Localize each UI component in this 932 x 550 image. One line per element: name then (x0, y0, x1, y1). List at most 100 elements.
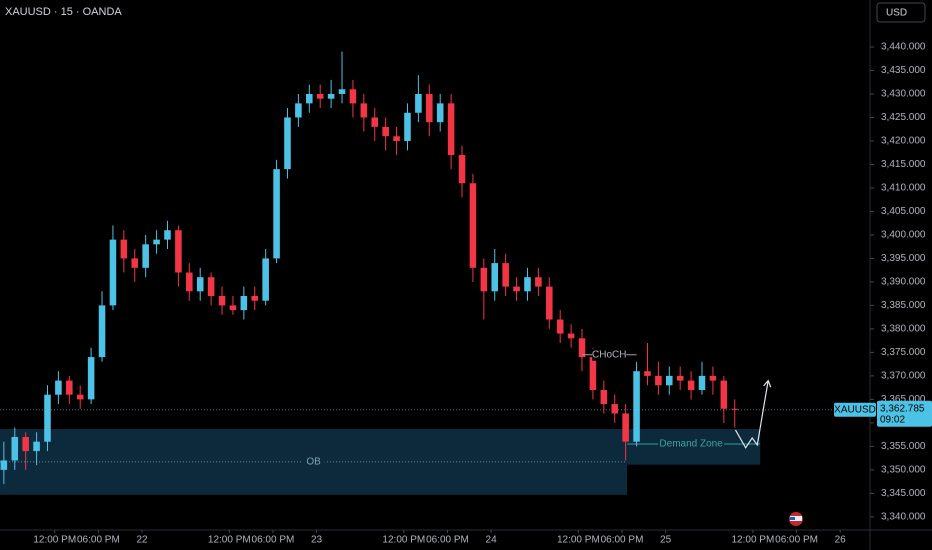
candle-body (207, 277, 215, 297)
candle-body (720, 380, 728, 409)
x-tick-label: 23 (311, 535, 323, 546)
candle-body (229, 305, 237, 311)
candle-body (109, 239, 117, 306)
candle-body (567, 333, 575, 339)
y-tick-label: 3,385.000 (881, 300, 926, 311)
candle-body (98, 305, 106, 358)
y-tick-label: 3,340.000 (881, 511, 926, 522)
y-tick-label: 3,425.000 (881, 112, 926, 123)
candle-body (426, 93, 433, 123)
plot: OB Demand Zone CHoCH (0, 51, 870, 495)
countdown: 09:02 (880, 414, 905, 425)
y-tick-label: 3,390.000 (881, 277, 926, 288)
candle-body (600, 389, 608, 405)
y-tick-label: 3,440.000 (881, 42, 926, 53)
x-tick-label: 12:00 PM (557, 535, 600, 546)
x-tick-label: 26 (835, 535, 847, 546)
candle-body (153, 239, 160, 245)
candle-body (480, 267, 488, 292)
candle-body (633, 371, 640, 442)
candle-body (404, 112, 411, 141)
y-tick-label: 3,365.000 (881, 394, 926, 405)
y-tick-label: 3,355.000 (881, 441, 926, 452)
candle-body (164, 230, 171, 240)
candle-body (295, 103, 302, 118)
candle-body (66, 380, 73, 395)
symbol-tag-bg (834, 402, 876, 417)
candle-body (240, 296, 248, 311)
candle-body (338, 89, 346, 94)
currency-button[interactable] (876, 2, 926, 23)
candle-body (262, 258, 269, 301)
candle-body (535, 277, 542, 287)
y-tick-label: 3,380.000 (881, 324, 926, 335)
y-tick-label: 3,420.000 (881, 136, 926, 147)
y-tick-label: 3,410.000 (881, 183, 926, 194)
candle-body (218, 296, 226, 306)
candle-body (55, 380, 62, 395)
candle-body (676, 375, 684, 381)
zone-label: Demand Zone (659, 439, 723, 450)
price-label-bg (877, 400, 932, 427)
zone-label-bg (658, 438, 725, 451)
candle-body (524, 277, 531, 292)
zone-label-bg (302, 455, 325, 468)
candle-body (698, 375, 706, 390)
candle-body (284, 117, 291, 170)
candle-body (709, 375, 717, 381)
y-tick-label: 3,405.000 (881, 206, 926, 217)
choch-label: CHoCH (592, 349, 626, 360)
x-tick-label: 22 (136, 535, 148, 546)
x-tick-label: 06:00 PM (77, 535, 120, 546)
candle-body (687, 380, 695, 390)
x-tick-label: 25 (660, 535, 672, 546)
x-tick-label: 06:00 PM (426, 535, 469, 546)
x-tick-label: 12:00 PM (732, 535, 775, 546)
projection-arrowhead (763, 379, 772, 388)
candle-body (458, 155, 466, 184)
projection-path (734, 380, 769, 449)
candle-body (415, 93, 422, 113)
candle-body (655, 375, 662, 386)
candle-body (371, 117, 379, 127)
chart-title: XAUUSD · 15 · OANDA (5, 6, 122, 18)
y-tick-label: 3,435.000 (881, 65, 926, 76)
candle-body (251, 296, 259, 301)
candle-body (196, 277, 204, 292)
y-tick-label: 3,400.000 (881, 230, 926, 241)
candle-body (327, 93, 335, 99)
candle-body (578, 338, 586, 358)
candle-body (33, 441, 40, 452)
candle-body (469, 183, 477, 268)
x-tick-label: 12:00 PM (382, 535, 425, 546)
candle-body (186, 272, 193, 292)
y-tick-label: 3,415.000 (881, 159, 926, 170)
candle-body (393, 136, 400, 141)
candle-body (120, 239, 128, 259)
candle-body (502, 263, 509, 287)
y-tick-label: 3,430.000 (881, 89, 926, 100)
candle-body (622, 413, 629, 442)
zone-label: OB (306, 457, 321, 468)
y-tick-label: 3,345.000 (881, 488, 926, 499)
candle-body (513, 286, 520, 292)
symbol-tag: XAUUSD (834, 404, 876, 415)
candle-body (611, 404, 619, 414)
candle-body (436, 103, 444, 123)
y-tick-label: 3,395.000 (881, 253, 926, 264)
candle-body (546, 286, 553, 320)
candle-body (447, 103, 455, 156)
candle-body (87, 357, 95, 400)
currency-label[interactable]: USD (886, 8, 907, 19)
x-tick-label: 06:00 PM (252, 535, 295, 546)
candle-body (556, 319, 564, 334)
candle-body (382, 126, 389, 137)
flag-icon (789, 512, 803, 526)
candle-body (131, 258, 139, 268)
y-tick-label: 3,350.000 (881, 464, 926, 475)
candle-body (349, 89, 357, 104)
candle-body (644, 371, 651, 376)
candle-body (273, 169, 280, 259)
